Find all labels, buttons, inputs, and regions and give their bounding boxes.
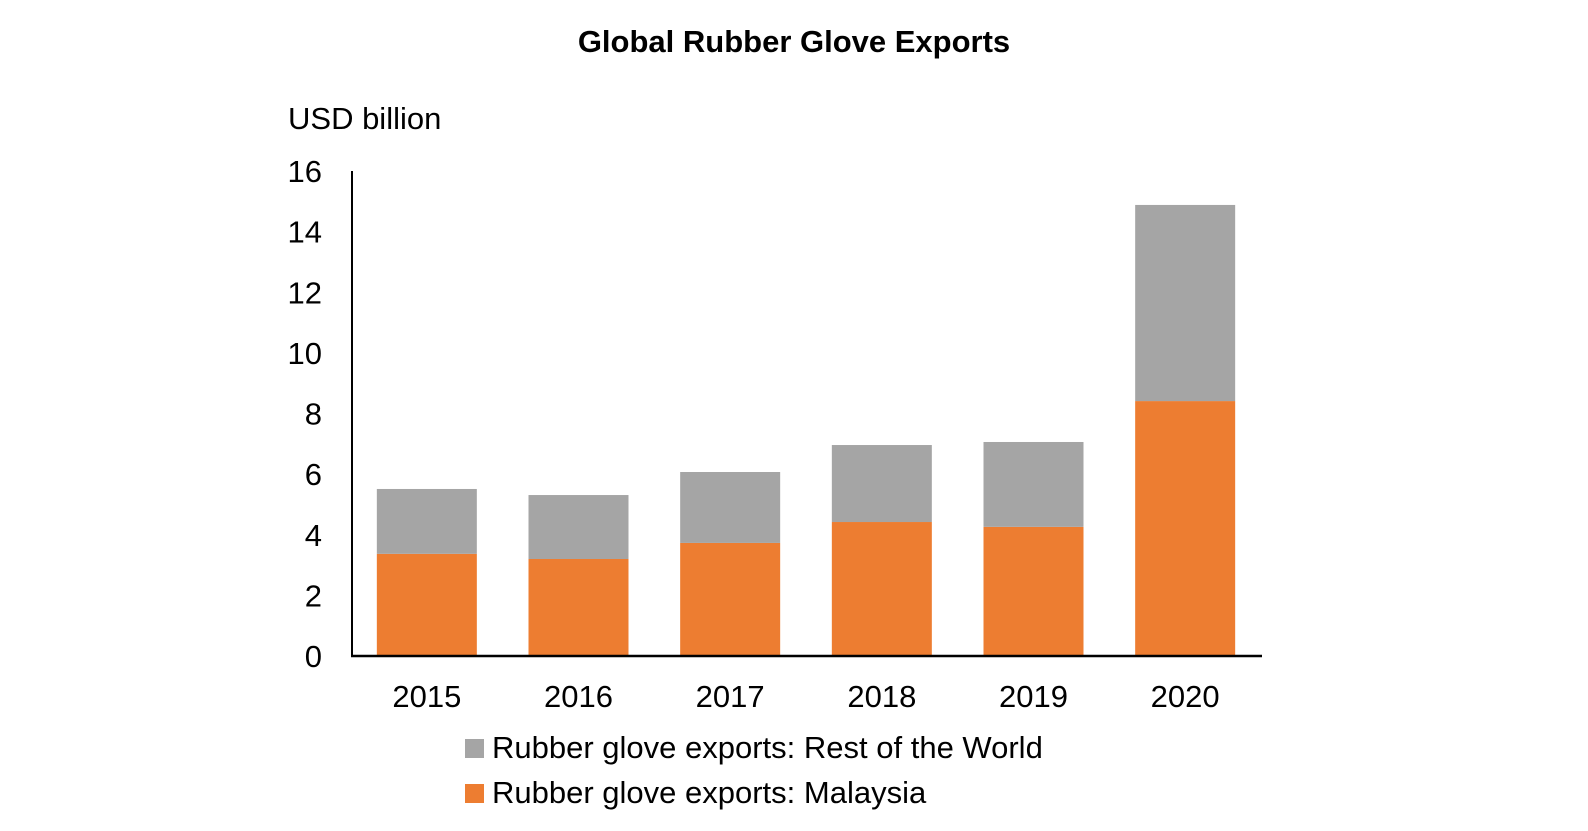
y-tick-label: 8 bbox=[305, 397, 322, 432]
y-axis-label: USD billion bbox=[288, 101, 442, 136]
bar-rest-of-world-2018 bbox=[831, 445, 932, 523]
bar-rest-of-world-2015 bbox=[376, 488, 477, 554]
bar-malaysia-2020 bbox=[1135, 401, 1236, 656]
x-tick-label: 2019 bbox=[999, 679, 1068, 714]
bar-rest-of-world-2017 bbox=[680, 472, 781, 543]
legend-swatch-malaysia bbox=[465, 783, 484, 803]
y-tick-label: 16 bbox=[288, 154, 322, 189]
x-tick-label: 2017 bbox=[696, 679, 765, 714]
y-tick-label: 4 bbox=[305, 518, 322, 553]
bar-rest-of-world-2016 bbox=[528, 495, 629, 559]
bar-malaysia-2016 bbox=[528, 559, 629, 656]
x-tick-label: 2018 bbox=[847, 679, 916, 714]
x-tick-label: 2020 bbox=[1151, 679, 1220, 714]
x-tick-label: 2016 bbox=[544, 679, 613, 714]
y-tick-label: 14 bbox=[288, 215, 322, 250]
y-tick-label: 2 bbox=[305, 578, 322, 613]
bar-malaysia-2015 bbox=[376, 553, 477, 656]
bar-rest-of-world-2020 bbox=[1135, 204, 1236, 402]
bar-malaysia-2019 bbox=[983, 526, 1084, 656]
chart-title: Global Rubber Glove Exports bbox=[577, 24, 1011, 59]
y-tick-label: 6 bbox=[305, 457, 322, 492]
bar-malaysia-2018 bbox=[831, 522, 932, 656]
y-tick-label: 12 bbox=[288, 275, 322, 310]
legend-item-malaysia: Rubber glove exports: Malaysia bbox=[465, 775, 926, 811]
legend-label-rest-of-world: Rubber glove exports: Rest of the World bbox=[492, 730, 1043, 765]
legend-label-malaysia: Rubber glove exports: Malaysia bbox=[492, 775, 927, 810]
legend-swatch-rest-of-world bbox=[465, 738, 484, 758]
bar-malaysia-2017 bbox=[680, 542, 781, 656]
legend-item-rest-of-world: Rubber glove exports: Rest of the World bbox=[465, 730, 1043, 766]
bar-rest-of-world-2019 bbox=[983, 441, 1084, 527]
y-tick-label: 10 bbox=[288, 336, 322, 371]
x-tick-label: 2015 bbox=[392, 679, 461, 714]
y-tick-label: 0 bbox=[305, 639, 322, 674]
